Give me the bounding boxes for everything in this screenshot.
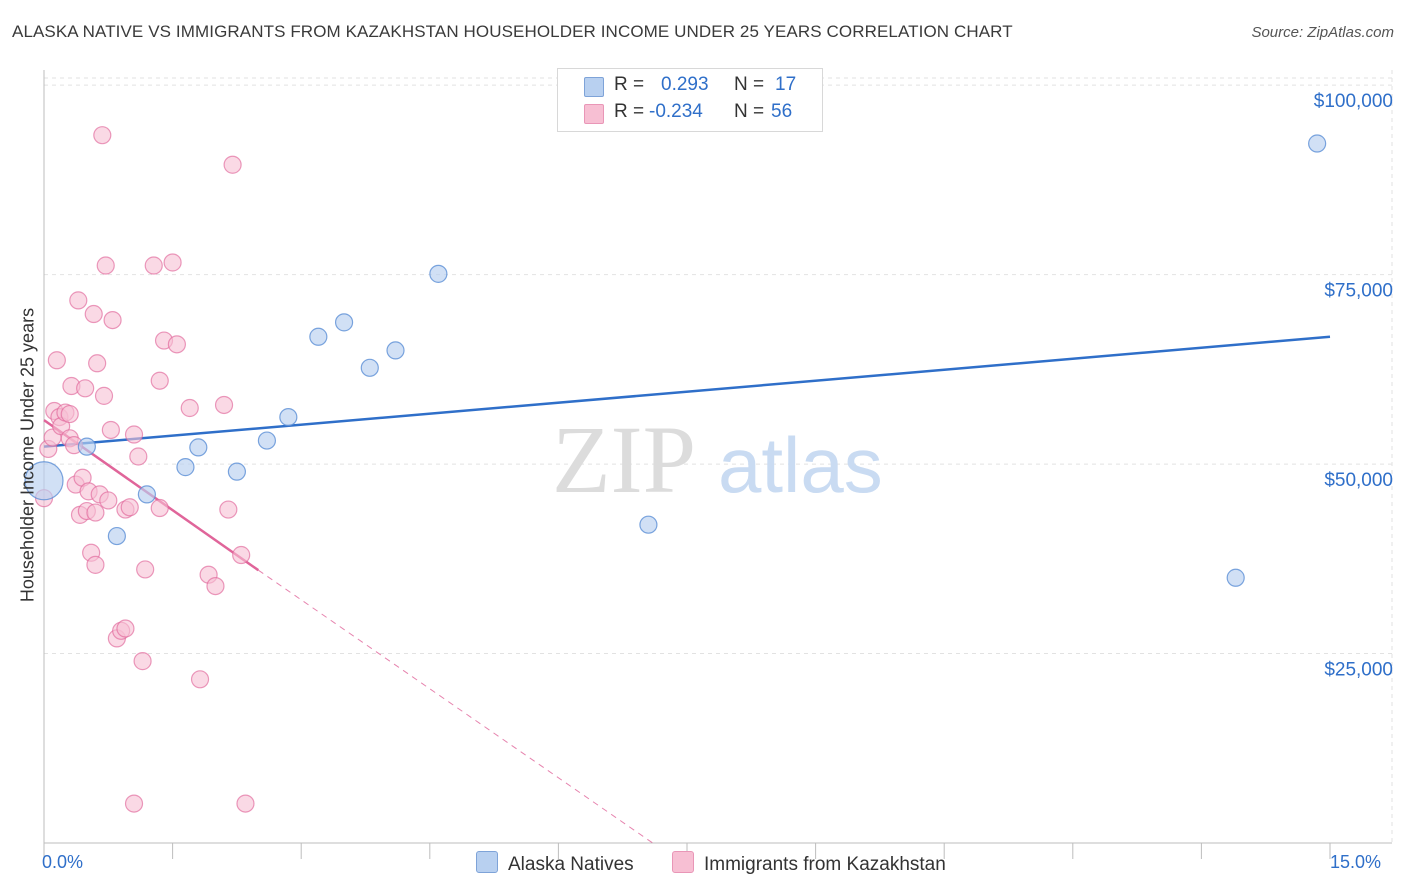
point-alaska-natives [334, 313, 354, 332]
watermark: ZIP atlas [552, 406, 883, 513]
point-kazakhstan [167, 335, 186, 354]
point-kazakhstan [76, 379, 95, 398]
point-kazakhstan [214, 395, 234, 415]
data-points [24, 126, 1327, 813]
point-alaska-natives [279, 407, 298, 427]
watermark-atlas: atlas [718, 421, 883, 509]
point-kazakhstan [60, 404, 79, 424]
point-kazakhstan [150, 498, 169, 518]
point-kazakhstan [124, 425, 144, 444]
r-value: -0.234 [649, 101, 703, 122]
legend-swatch-blue [584, 77, 604, 97]
watermark-zip: ZIP [552, 406, 696, 513]
point-kazakhstan [86, 503, 105, 522]
legend-label: Immigrants from Kazakhstan [704, 854, 946, 875]
r-label: R = [614, 101, 645, 122]
point-alaska-natives [1308, 134, 1327, 153]
point-kazakhstan [94, 386, 114, 405]
point-kazakhstan [99, 491, 118, 510]
r-value: 0.293 [661, 74, 709, 95]
point-kazakhstan [84, 304, 103, 324]
point-alaska-natives [360, 358, 379, 377]
y-tick-label: $75,000 [1324, 281, 1393, 302]
point-kazakhstan [136, 560, 155, 579]
point-kazakhstan [103, 310, 122, 330]
source-credit[interactable]: Source: ZipAtlas.com [1251, 24, 1394, 41]
point-kazakhstan [219, 500, 238, 519]
y-tick-label: $100,000 [1314, 91, 1393, 112]
point-kazakhstan [96, 256, 115, 275]
point-kazakhstan [129, 447, 148, 466]
point-alaska-natives [24, 461, 64, 501]
point-kazakhstan [93, 126, 112, 145]
grid-lines [44, 70, 1393, 843]
y-axis-label: Householder Income Under 25 years [17, 307, 38, 603]
y-tick-labels: $25,000 $50,000 $75,000 $100,000 [1314, 91, 1393, 680]
legend-swatch-blue [476, 851, 498, 873]
point-alaska-natives [107, 526, 126, 546]
legend-swatch-pink [672, 851, 694, 873]
point-kazakhstan [88, 354, 107, 373]
point-kazakhstan [150, 371, 169, 390]
point-kazakhstan [163, 253, 182, 272]
legend-item-alaska-natives[interactable]: Alaska Natives [476, 851, 634, 876]
point-kazakhstan [47, 351, 66, 370]
trendline-alaska-natives [43, 335, 1331, 448]
r-label: R = [614, 74, 645, 95]
stats-legend-row-alaska: R = 0.293 N = 17 [558, 74, 822, 100]
point-alaska-natives [386, 341, 405, 360]
point-alaska-natives [429, 264, 448, 283]
point-alaska-natives [137, 485, 156, 504]
n-value: 17 [775, 74, 797, 95]
point-kazakhstan [144, 256, 163, 275]
legend-label: Alaska Natives [508, 854, 634, 875]
point-kazakhstan [86, 555, 105, 574]
y-tick-label: $50,000 [1324, 470, 1393, 491]
point-alaska-natives [639, 515, 658, 534]
point-kazakhstan [101, 420, 120, 440]
point-alaska-natives [176, 458, 195, 477]
point-alaska-natives [77, 437, 96, 456]
point-kazakhstan [236, 794, 255, 813]
point-kazakhstan [223, 155, 242, 174]
point-kazakhstan [124, 794, 144, 813]
point-alaska-natives [309, 327, 328, 346]
stats-legend-row-kazakhstan: R = -0.234 N = 56 [558, 101, 822, 127]
point-kazakhstan [116, 619, 135, 638]
trendline-kazakhstan-extension [258, 569, 653, 844]
legend-swatch-pink [584, 104, 604, 124]
point-kazakhstan [120, 498, 139, 517]
point-kazakhstan [206, 576, 225, 596]
point-kazakhstan [133, 652, 152, 671]
point-kazakhstan [232, 545, 251, 565]
x-tick-label-max: 15.0% [1330, 852, 1382, 872]
stats-legend: R = 0.293 N = 17 R = -0.234 N = 56 [557, 68, 823, 132]
n-label: N = [734, 74, 765, 95]
point-alaska-natives [257, 431, 277, 450]
point-kazakhstan [180, 398, 199, 418]
n-value: 56 [771, 101, 793, 122]
chart-title: ALASKA NATIVE VS IMMIGRANTS FROM KAZAKHS… [12, 22, 1013, 41]
point-kazakhstan [69, 291, 88, 310]
point-alaska-natives [1226, 568, 1245, 587]
point-alaska-natives [189, 438, 208, 457]
point-kazakhstan [190, 670, 210, 689]
n-label: N = [734, 101, 765, 122]
y-tick-label: $25,000 [1324, 660, 1393, 681]
x-tick-label-min: 0.0% [42, 852, 84, 872]
legend-item-kazakhstan[interactable]: Immigrants from Kazakhstan [672, 851, 946, 876]
point-alaska-natives [227, 462, 246, 481]
